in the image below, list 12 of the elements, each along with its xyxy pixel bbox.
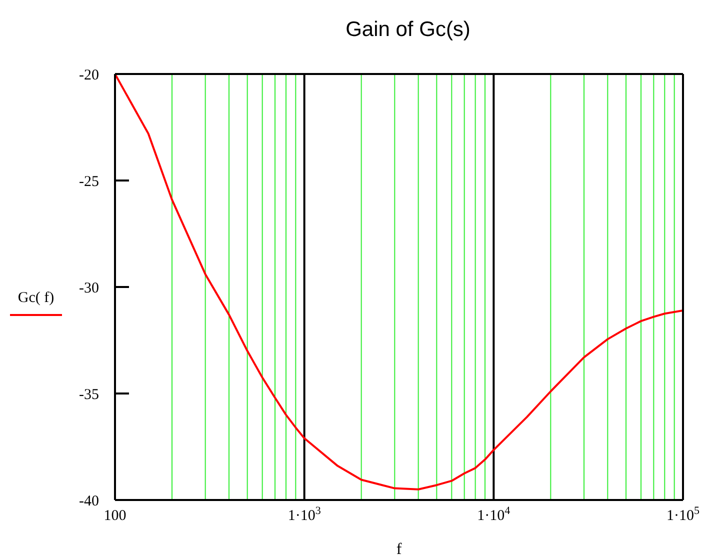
x-tick-label: 1·10$^{4}$ bbox=[477, 505, 511, 524]
y-tick-label: -20 bbox=[79, 67, 99, 84]
x-axis-title: f bbox=[396, 541, 402, 558]
y-tick-label: -25 bbox=[79, 174, 99, 190]
x-tick-label: 1·10$^{5}$ bbox=[666, 505, 700, 524]
y-tick-label: -35 bbox=[79, 386, 99, 403]
x-tick-label: 100 bbox=[104, 508, 126, 524]
text: Gc( f) bbox=[16, 290, 56, 307]
x-tick-label: 1·10$^{3}$ bbox=[288, 505, 322, 524]
y-tick-label: -40 bbox=[79, 493, 99, 510]
y-tick-label: -30 bbox=[79, 280, 99, 296]
chart-title: Gain of Gc(s) bbox=[344, 18, 472, 42]
